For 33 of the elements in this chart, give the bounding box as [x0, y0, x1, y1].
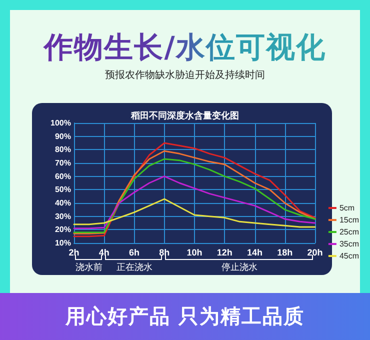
- text: 用心好产品 只为精工品质: [0, 293, 370, 340]
- x-tick-label: 4h: [98, 248, 110, 258]
- legend-label: 25cm: [339, 228, 360, 236]
- legend-label: 45cm: [339, 252, 360, 260]
- y-tick-label: 50%: [54, 185, 71, 194]
- y-tick-label: 30%: [54, 212, 71, 221]
- y-tick-label: 60%: [54, 172, 71, 181]
- text: 预报农作物缺水胁迫开始及持续时间: [104, 68, 266, 82]
- text: 作物生长/水位可视化: [0, 28, 370, 68]
- text: 浇水前: [74, 262, 104, 274]
- y-tick-label: 90%: [54, 132, 71, 141]
- y-tick-label: 10%: [54, 238, 71, 248]
- text: 正在浇水: [115, 262, 154, 274]
- line-series: [73, 176, 316, 230]
- line-series: [73, 198, 316, 228]
- x-tick-label: 8h: [159, 248, 170, 258]
- x-tick-label: 20h: [307, 248, 323, 258]
- x-tick-label: 18h: [277, 248, 293, 258]
- y-tick-label: 70%: [54, 158, 71, 168]
- text: 停止浇水: [220, 262, 259, 274]
- y-tick-label: 40%: [54, 198, 71, 208]
- x-tick-label: 10h: [186, 248, 202, 258]
- chart-title: 稻田不同深度水含量变化图: [130, 110, 239, 122]
- x-tick-label: 14h: [246, 248, 263, 258]
- y-tick-label: 100%: [50, 118, 71, 128]
- legend-label: 15cm: [339, 216, 360, 224]
- legend-label: 5cm: [339, 204, 355, 212]
- y-tick-label: 80%: [54, 145, 71, 154]
- y-tick-label: 20%: [54, 225, 71, 234]
- x-tick-label: 6h: [128, 248, 140, 258]
- legend-label: 35cm: [339, 240, 360, 248]
- x-tick-label: 2h: [68, 248, 80, 258]
- x-tick-label: 12h: [216, 248, 232, 258]
